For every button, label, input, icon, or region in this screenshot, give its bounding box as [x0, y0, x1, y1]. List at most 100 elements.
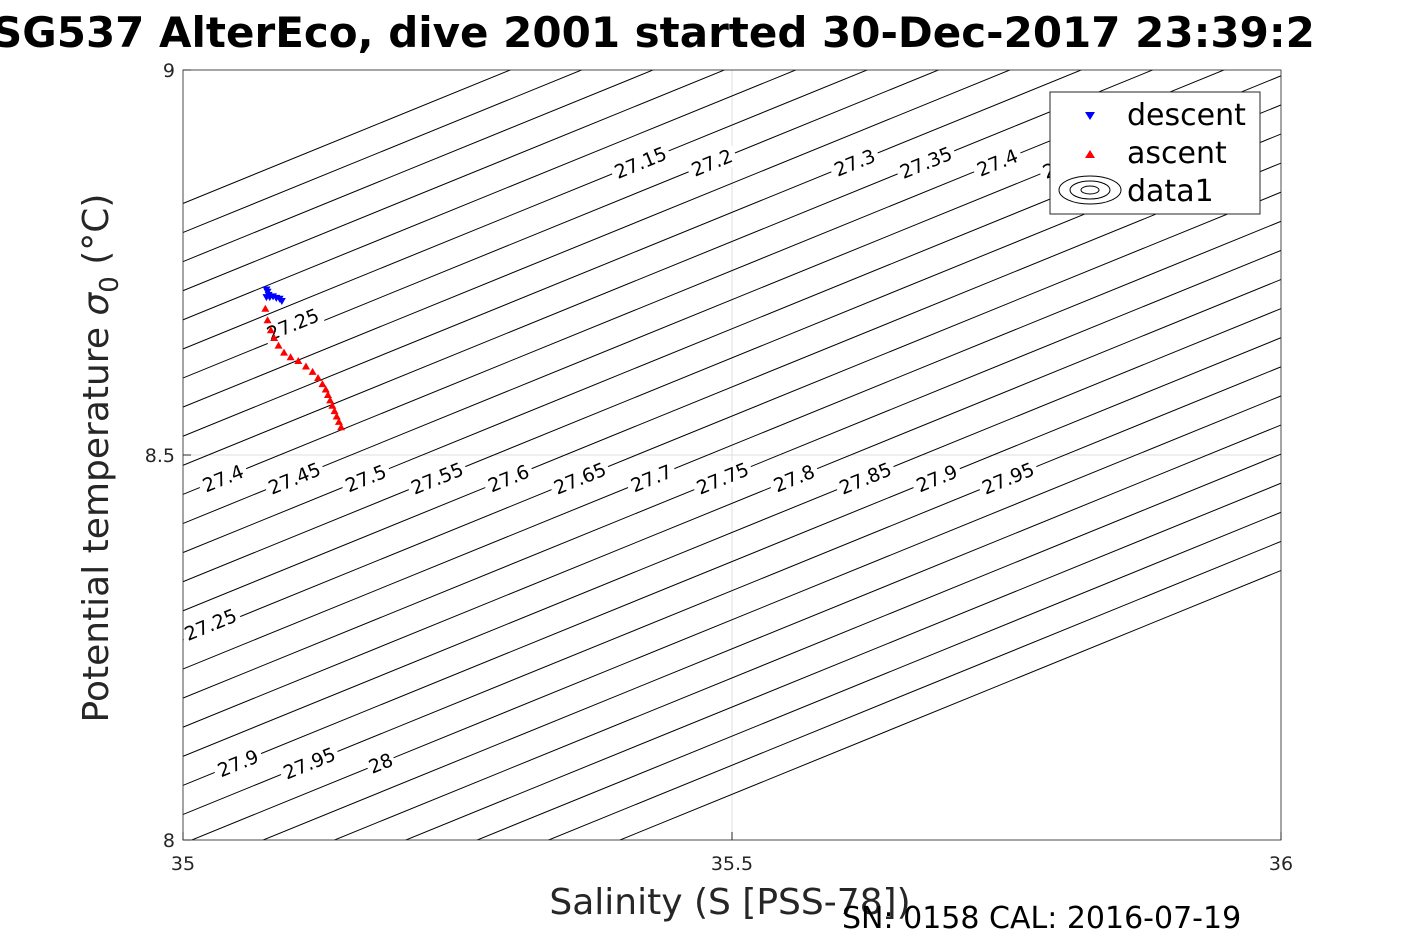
ascent-point-18 [334, 417, 343, 425]
ascent-point-10 [314, 374, 323, 381]
contour-line-18 [183, 278, 1281, 728]
contour-label-r1-8-text: 27.7 [628, 461, 675, 497]
contour-label-r1-7-text: 27.65 [551, 459, 610, 500]
contour-label-r1-9-bg [689, 455, 756, 501]
descent-point-8 [277, 298, 286, 305]
y-tick-label-0: 8 [163, 830, 175, 852]
contour-label-r0-3-bg [893, 139, 959, 186]
contour-line-1 [183, 70, 583, 234]
contour-label-r1-10: 27.8 [766, 457, 822, 499]
contour-label-r2-12-text: 27.9 [215, 746, 262, 782]
contour-line-28 [618, 569, 1281, 840]
ascent-point-3 [270, 333, 279, 341]
contour-line-19 [183, 308, 1281, 757]
ascent-point-19 [337, 423, 346, 431]
contour-label-r2-14: 28 [363, 746, 399, 780]
legend-data1-label: data1 [1127, 174, 1214, 209]
contour-label-r1-10-bg [766, 457, 822, 499]
contour-label-extra-0: 27.25 [260, 301, 326, 347]
contour-label-r0-0: 27.15 [607, 139, 674, 186]
contour-label-r1-2: 27.4 [195, 457, 251, 499]
contour-label-r0-0-bg [607, 139, 674, 186]
contour-label-r0-1: 27.2 [684, 141, 740, 183]
x-tick-label-1: 35.5 [711, 853, 753, 875]
axis-ticks: 35 35.5 36 8 8.5 9 [145, 60, 1293, 875]
contour-label-r1-6: 27.6 [480, 457, 537, 499]
ascent-point-16 [330, 407, 339, 415]
contour-label-r1-12: 27.9 [908, 457, 965, 499]
contour-label-r0-0-text: 27.15 [611, 143, 670, 184]
contour-line-26 [475, 511, 1281, 840]
contour-label-r1-3-bg [261, 455, 328, 501]
contour-label-r0-2-bg [826, 141, 883, 183]
ascent-point-11 [318, 380, 327, 388]
legend: descent ascent data1 [1049, 91, 1261, 215]
x-axis-label: Salinity (S [PSS-78]) [549, 882, 910, 923]
ascent-point-4 [274, 341, 283, 349]
legend-ascent-marker [1085, 150, 1095, 158]
ascent-point-13 [323, 390, 332, 398]
contour-line-0 [183, 70, 512, 204]
contour-label-r0-1-text: 27.2 [688, 145, 735, 181]
contour-line-6 [183, 70, 940, 379]
contour-label-r1-13: 27.95 [975, 455, 1041, 501]
contour-label-r1-7-bg [547, 455, 613, 501]
contour-label-r1-5: 27.55 [404, 455, 470, 501]
contour-labels: 27.15 27.2 27.3 27.35 27.4 27.45 27.5 27.55 27.4… [177, 139, 1245, 786]
contour-label-r1-8: 27.7 [623, 457, 679, 499]
contour-label-r1-12-bg [908, 457, 965, 499]
contour-label-r1-3-text: 27.45 [265, 459, 324, 500]
contour-line-25 [404, 482, 1281, 840]
contour-label-r2-12-bg [210, 742, 266, 784]
contour-label-r1-9-text: 27.75 [694, 459, 753, 500]
ascent-point-1 [263, 316, 272, 324]
y-tick-label-2: 9 [163, 60, 175, 82]
contour-label-r1-11: 27.85 [832, 455, 899, 501]
contour-label-r1-13-text: 27.95 [979, 459, 1038, 500]
contour-label-r1-11-text: 27.85 [836, 459, 895, 500]
contour-line-4 [183, 70, 798, 321]
legend-contour-icon [1058, 175, 1122, 205]
contour-line-22 [190, 395, 1281, 840]
contour-label-extra-1-text: 27.25 [181, 605, 240, 646]
ascent-point-9 [308, 367, 317, 375]
contour-label-r1-11-bg [832, 455, 899, 501]
contour-label-r1-4-text: 27.5 [342, 461, 389, 497]
x-tick-label-0: 35 [171, 853, 195, 875]
chart-title: SG537 AlterEco, dive 2001 started 30-Dec… [0, 8, 1315, 57]
ascent-point-6 [286, 353, 295, 361]
data-series [261, 286, 346, 431]
contour-label-r0-4-text: 27.4 [974, 145, 1021, 181]
ascent-point-7 [294, 357, 303, 365]
contour-label-r0-4-bg [969, 141, 1025, 183]
contour-line-7 [183, 70, 1012, 408]
contour-label-r0-2: 27.3 [826, 141, 883, 183]
contour-label-r1-7: 27.65 [547, 455, 613, 501]
contour-line-17 [183, 249, 1281, 699]
ascent-point-12 [321, 385, 330, 393]
contour-label-r1-4: 27.5 [338, 457, 394, 499]
contour-label-r1-2-bg [195, 457, 251, 499]
contour-label-r1-5-text: 27.55 [408, 459, 467, 500]
contour-label-r1-9: 27.75 [689, 455, 756, 501]
contour-label-r0-3-text: 27.35 [897, 143, 956, 184]
contour-label-r0-3: 27.35 [893, 139, 959, 186]
contour-line-15 [183, 191, 1281, 641]
contour-label-r1-12-text: 27.9 [913, 461, 960, 497]
contour-label-r1-10-text: 27.8 [771, 461, 818, 497]
ascent-point-8 [301, 362, 310, 370]
contour-label-r2-13: 27.95 [276, 740, 343, 786]
contour-label-r1-6-bg [480, 457, 537, 499]
contour-label-r1-4-bg [338, 457, 394, 499]
contour-line-16 [183, 220, 1281, 670]
contour-line-2 [183, 70, 655, 263]
y-tick-label-1: 8.5 [145, 445, 175, 467]
contour-line-21 [183, 366, 1281, 816]
ascent-point-5 [280, 348, 289, 356]
contour-label-extra-0-bg [260, 301, 326, 347]
contour-label-r2-13-bg [276, 740, 343, 786]
contour-label-extra-1-bg [177, 601, 244, 648]
contour-line-24 [333, 453, 1281, 840]
legend-descent-marker [1085, 112, 1095, 120]
